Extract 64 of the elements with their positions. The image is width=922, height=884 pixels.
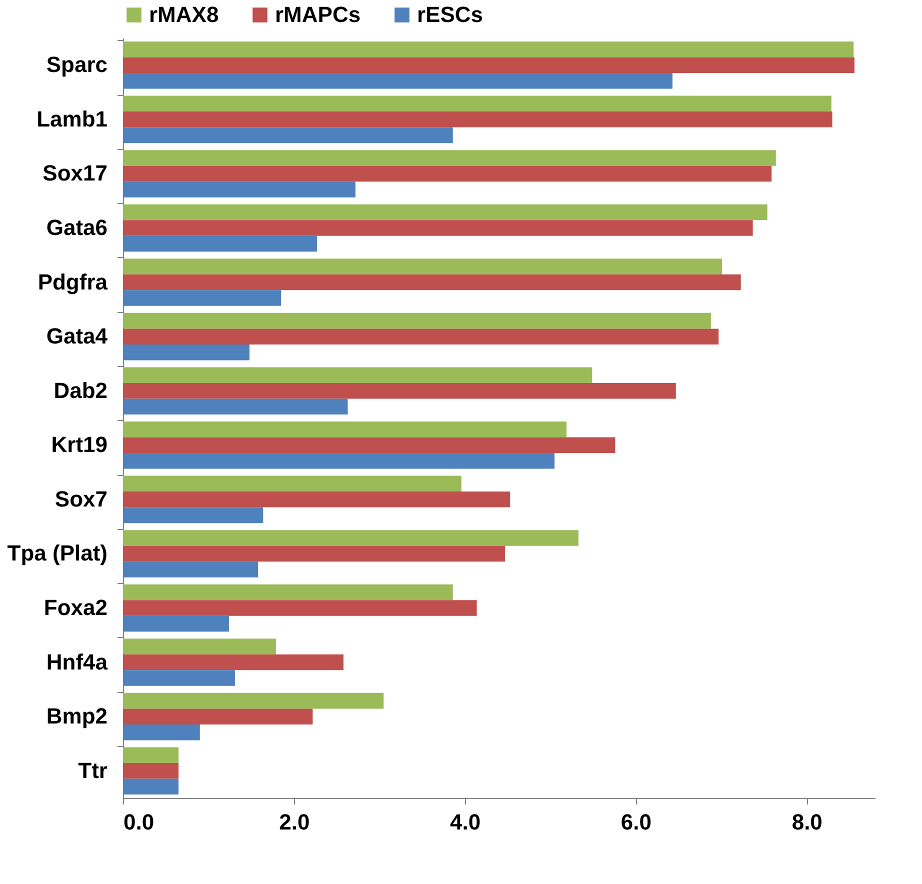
y-tick-label: Pdgfra: [38, 269, 108, 294]
legend-label: rMAPCs: [275, 2, 361, 27]
bar: [123, 692, 384, 709]
bar: [123, 600, 477, 616]
bar: [123, 274, 741, 290]
legend-label: rMAX8: [149, 2, 219, 27]
bar: [123, 747, 179, 763]
y-tick-label: Sox7: [54, 486, 108, 512]
bar: [123, 507, 264, 524]
bar: [123, 112, 832, 128]
bar: [123, 437, 616, 454]
y-tick-label: Bmp2: [46, 704, 108, 729]
x-tick-label: 6.0: [620, 810, 652, 834]
bar: [123, 382, 676, 399]
bar: [123, 127, 453, 144]
bar: [123, 344, 250, 360]
bar: [123, 73, 672, 89]
bar: [123, 258, 722, 274]
bar: [123, 422, 567, 438]
bar: [123, 708, 313, 724]
bar: [123, 312, 711, 329]
y-tick-label: Dab2: [54, 378, 108, 403]
bar: [123, 42, 854, 58]
bar: [123, 398, 348, 414]
x-tick-label: 4.0: [450, 810, 481, 834]
legend-label: rESCs: [417, 2, 484, 27]
bar: [123, 762, 179, 779]
bar: [123, 57, 854, 74]
y-tick-label: Foxa2: [44, 595, 108, 620]
bar: [123, 724, 200, 740]
bar: [123, 638, 276, 654]
bar: [123, 236, 317, 252]
bar: [123, 546, 505, 562]
bar: [123, 166, 772, 182]
bar: [123, 220, 753, 236]
bar: [123, 182, 356, 198]
bar: [123, 150, 776, 166]
x-tick-label: 2.0: [279, 810, 310, 834]
bar: [123, 96, 832, 112]
y-tick-label: Krt19: [51, 432, 108, 458]
y-tick-label: Ttr: [78, 758, 108, 783]
y-tick-label: Hnf4a: [46, 649, 108, 674]
bar: [123, 290, 282, 306]
bar: [123, 616, 229, 632]
y-tick-label: Gata6: [46, 215, 108, 240]
bar: [123, 476, 462, 492]
bar: [123, 204, 768, 220]
bar: [123, 453, 555, 469]
y-tick-label: Sox17: [42, 160, 108, 186]
bar: [123, 670, 235, 686]
bar: [123, 562, 258, 578]
bar: [123, 492, 510, 508]
bar: [123, 584, 453, 600]
x-tick-label: 0.0: [124, 810, 154, 834]
bar: [123, 367, 592, 383]
bar: [123, 530, 578, 546]
y-tick-label: Tpa (Plat): [7, 540, 108, 566]
bar: [123, 328, 719, 344]
y-tick-label: Lamb1: [36, 106, 108, 132]
bar: [123, 778, 179, 794]
bar: [123, 654, 344, 670]
x-tick-label: 8.0: [792, 810, 822, 834]
y-tick-label: Gata4: [46, 324, 108, 349]
y-tick-label: Sparc: [46, 52, 108, 78]
